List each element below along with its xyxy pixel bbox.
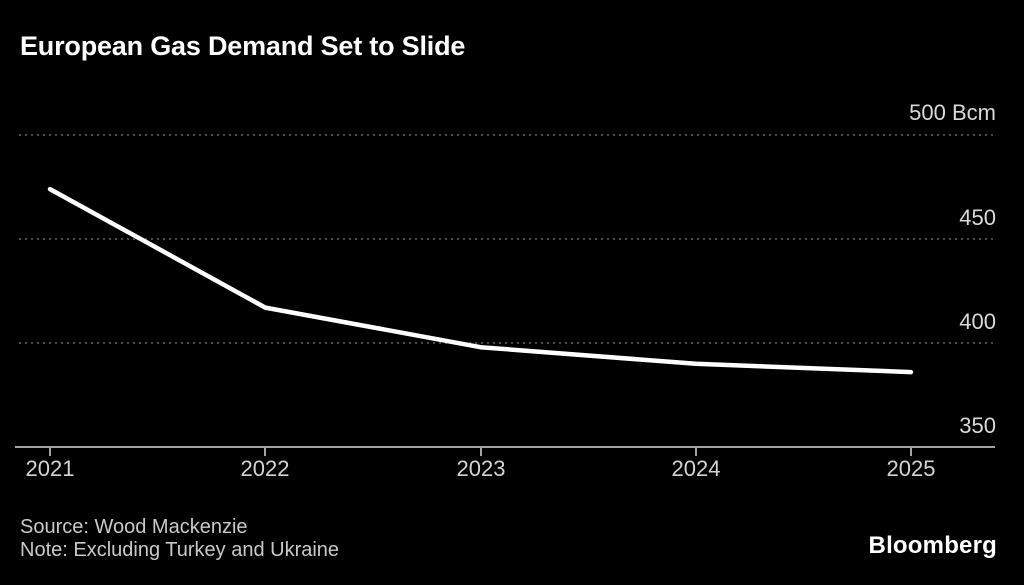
x-axis-tick-2024 — [695, 448, 697, 456]
x-axis-tick-2023 — [480, 448, 482, 456]
chart-title: European Gas Demand Set to Slide — [20, 31, 466, 61]
source-and-note: Source: Wood Mackenzie Note: Excluding T… — [20, 516, 339, 562]
x-axis-tick-2022 — [264, 448, 266, 456]
note-text: Note: Excluding Turkey and Ukraine — [20, 539, 340, 561]
x-axis-label-2023: 2023 — [456, 456, 506, 481]
source-text: Source: Wood Mackenzie — [20, 516, 248, 538]
x-axis-tick-2025 — [910, 448, 912, 456]
demand-line-series — [47, 186, 914, 375]
x-axis-label-2021: 2021 — [25, 456, 75, 481]
y-axis-label-450: 450 — [959, 205, 996, 230]
gridline-450 — [19, 238, 994, 240]
x-axis-tick-2021 — [49, 448, 51, 456]
y-axis-label-350: 350 — [959, 413, 996, 438]
x-axis-label-2024: 2024 — [671, 456, 721, 481]
gridline-400 — [19, 342, 994, 344]
x-axis-label-2022: 2022 — [240, 456, 290, 481]
x-axis-label-2025: 2025 — [886, 456, 936, 481]
x-axis-line — [15, 446, 995, 448]
gridline-500 — [19, 134, 994, 136]
bloomberg-logo: Bloomberg — [868, 532, 997, 559]
y-axis-label-500-bcm: 500 Bcm — [909, 100, 996, 125]
y-axis-label-400: 400 — [959, 309, 996, 334]
